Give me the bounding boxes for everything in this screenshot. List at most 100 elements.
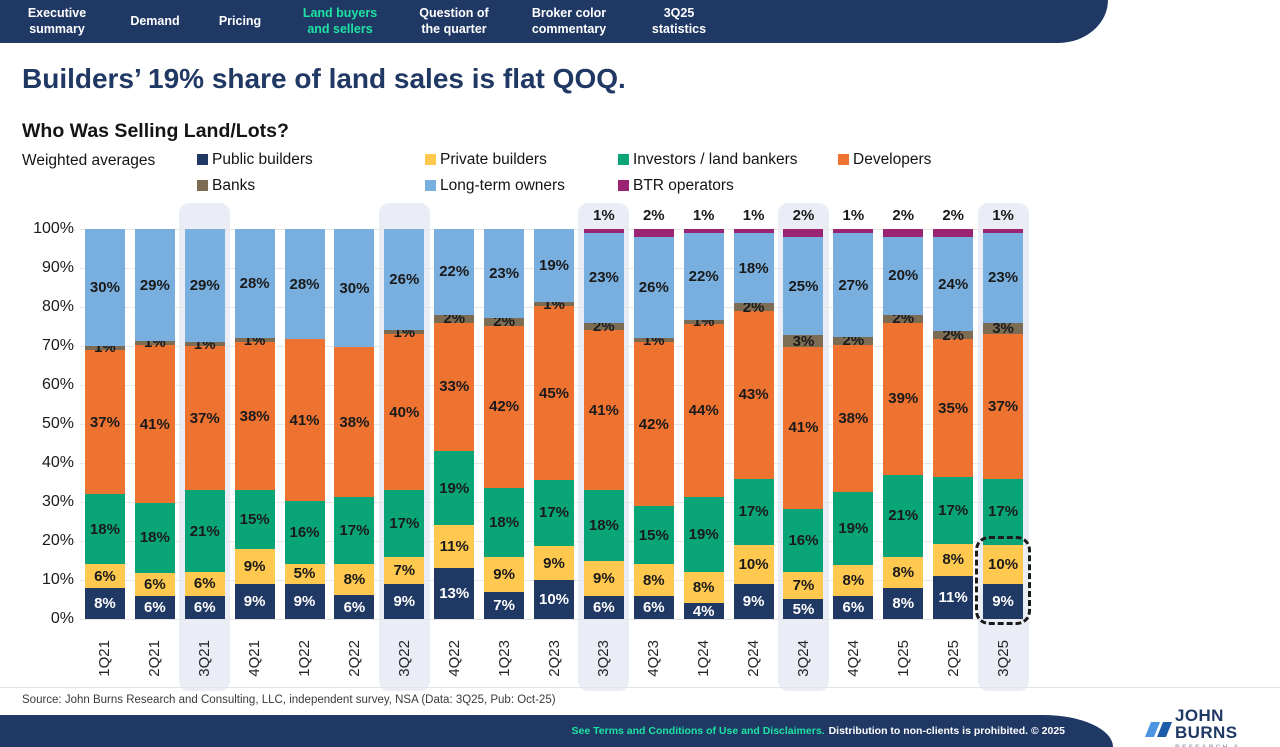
segment-private-builders: 8% [833,564,874,596]
segment-public-builders: 5% [783,599,824,619]
segment-btr-operators [933,229,974,237]
legend-item-investors: Investors / land bankers [618,151,798,169]
y-axis-label-10%: 10% [41,571,74,588]
segment-public-builders: 6% [833,595,874,619]
bar-3Q22: 9% 7% 17% 40% 1% 26% [384,229,425,619]
segment-public-builders: 9% [983,583,1024,619]
tab-land-buyers-and-sellers[interactable]: Land buyers and sellers [302,5,378,36]
value-label: 39% [888,390,919,408]
y-axis-label-50%: 50% [41,415,74,432]
legend-label: Banks [212,177,256,194]
segment-private-builders: 7% [783,571,824,600]
value-label: 22% [688,267,719,285]
segment-long-term-owners: 25% [783,236,824,336]
bar-3Q23: 6% 9% 18% 41% 2% 23% 1% [583,207,624,619]
value-label: 2% [892,207,915,224]
value-label: 29% [139,276,170,294]
segment-developers: 39% [883,322,924,475]
segment-developers: 38% [334,347,375,497]
segment-developers: 35% [933,339,974,478]
terms-link[interactable]: See Terms and Conditions of Use and Disc… [571,725,825,737]
tab-demand[interactable]: Demand [130,13,180,28]
segment-public-builders: 9% [733,583,774,619]
segment-private-builders: 8% [933,544,974,576]
segment-private-builders: 10% [983,544,1024,584]
segment-banks: 1% [633,333,674,348]
segment-investors-land-bankers: 19% [434,451,475,526]
bar-1Q21: 8% 6% 18% 37% 1% 30% [84,229,125,619]
segment-banks: 2% [833,333,874,348]
tab-executive-summary[interactable]: Executive summary [27,5,87,36]
tab-pricing[interactable]: Pricing [218,13,262,28]
segment-private-builders: 11% [434,525,475,569]
value-label: 2% [593,318,615,336]
tab-3q25-statistics[interactable]: 3Q25 statistics [651,5,707,36]
value-label: 9% [742,592,765,610]
value-label: 9% [243,557,266,575]
value-label: 23% [588,269,619,287]
value-label: 6% [143,598,166,616]
tab-question-of-the-quarter[interactable]: Question of the quarter [419,5,489,36]
value-label: 6% [593,598,615,616]
value-label: 8% [892,563,915,581]
segment-btr-operators [733,229,774,233]
value-label: 15% [239,511,270,529]
bar-2Q24: 9% 10% 17% 43% 2% 18% 1% [733,207,774,619]
value-label: 2% [742,298,765,316]
segment-public-builders: 4% [683,603,724,619]
segment-developers: 37% [983,334,1024,479]
value-label: 2% [792,207,815,224]
value-label: 40% [389,403,420,421]
segment-public-builders: 6% [184,595,225,619]
top-navigation: Executive summary Demand Pricing Land bu… [0,0,1108,43]
segment-private-builders: 5% [284,563,325,584]
segment-investors-land-bankers: 15% [234,490,275,549]
segment-private-builders: 9% [484,557,525,592]
value-label: 8% [642,571,665,589]
segment-banks: 3% [983,321,1024,336]
segment-public-builders: 9% [234,583,275,619]
value-label: 6% [143,575,166,593]
value-label: 21% [189,522,220,540]
segment-banks: 3% [783,334,824,349]
legend-label: BTR operators [633,177,734,194]
bar-3Q21: 6% 6% 21% 37% 1% 29% [184,229,225,619]
bar-4Q24: 6% 8% 19% 38% 2% 27% 1% [833,207,874,619]
segment-investors-land-bankers: 17% [334,496,375,564]
legend-label: Long-term owners [440,177,565,194]
segment-long-term-owners: 29% [184,229,225,343]
segment-developers: 43% [733,310,774,479]
segment-long-term-owners: 18% [733,232,774,304]
value-label: 9% [992,592,1014,610]
value-label: 41% [139,415,170,433]
legend-item-banks: Banks [197,177,255,195]
segment-long-term-owners: 23% [583,232,624,323]
segment-investors-land-bankers: 17% [983,478,1024,545]
value-label: 26% [638,279,669,296]
segment-developers: 41% [284,339,325,501]
value-label: 6% [94,567,116,585]
value-label: 45% [538,384,570,402]
value-label: 6% [193,575,216,593]
segment-banks: 1% [134,335,175,350]
value-label: 15% [638,526,669,544]
value-label: 11% [938,588,968,606]
segment-private-builders: 10% [733,544,774,584]
segment-long-term-owners: 19% [534,229,574,303]
value-label: 11% [439,538,469,556]
segment-public-builders: 8% [883,587,924,619]
segment-investors-land-bankers: 18% [84,494,125,565]
segment-private-builders: 8% [334,563,375,596]
segment-developers: 41% [134,344,175,504]
value-label: 1% [692,207,715,224]
value-label: 2% [642,207,665,224]
segment-investors-land-bankers: 17% [384,490,425,557]
tab-broker-color-commentary[interactable]: Broker color commentary [531,5,607,36]
value-label: 8% [692,579,715,596]
value-label: 18% [139,529,170,547]
value-label: 19% [538,257,570,275]
chart-title: Who Was Selling Land/Lots? [22,120,289,142]
segment-developers: 38% [833,344,874,492]
value-label: 38% [239,407,270,425]
value-label: 41% [289,411,320,429]
